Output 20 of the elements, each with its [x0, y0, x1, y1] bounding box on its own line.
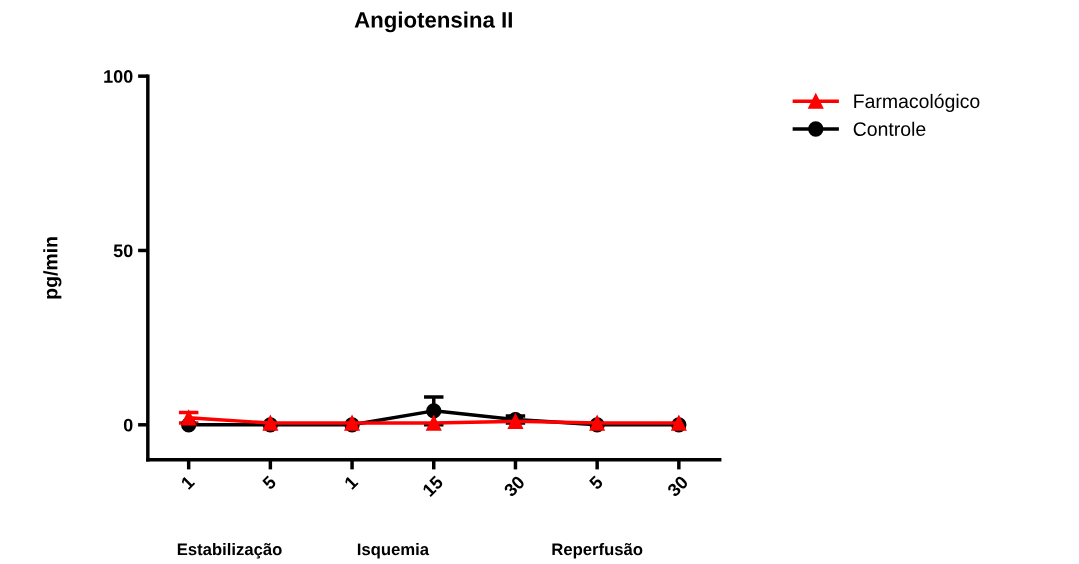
point	[181, 410, 197, 426]
legend-label: Farmacológico	[854, 93, 980, 112]
chart-title: Angiotensina II	[354, 11, 512, 33]
x-tick-label: 30	[503, 475, 526, 498]
point	[426, 403, 442, 419]
x-tick-label: 1	[180, 475, 196, 490]
y-tick-label: 50	[113, 244, 133, 258]
x-tick-label: 1	[343, 475, 359, 490]
text: Isquemia	[357, 542, 430, 559]
x-tick-label: 5	[588, 475, 604, 491]
x-tick-label: 15	[421, 475, 444, 498]
point	[426, 415, 442, 431]
x-tick-label: 30	[666, 475, 689, 498]
legend-label: Controle	[853, 121, 926, 136]
y-axis-title: pg/min	[43, 237, 62, 299]
y-tick-label: 0	[123, 418, 133, 432]
text: Estabilização	[177, 542, 282, 559]
text: Reperfusão	[552, 542, 643, 559]
y-tick-label: 100	[104, 70, 133, 83]
x-tick-label: 5	[261, 475, 277, 491]
